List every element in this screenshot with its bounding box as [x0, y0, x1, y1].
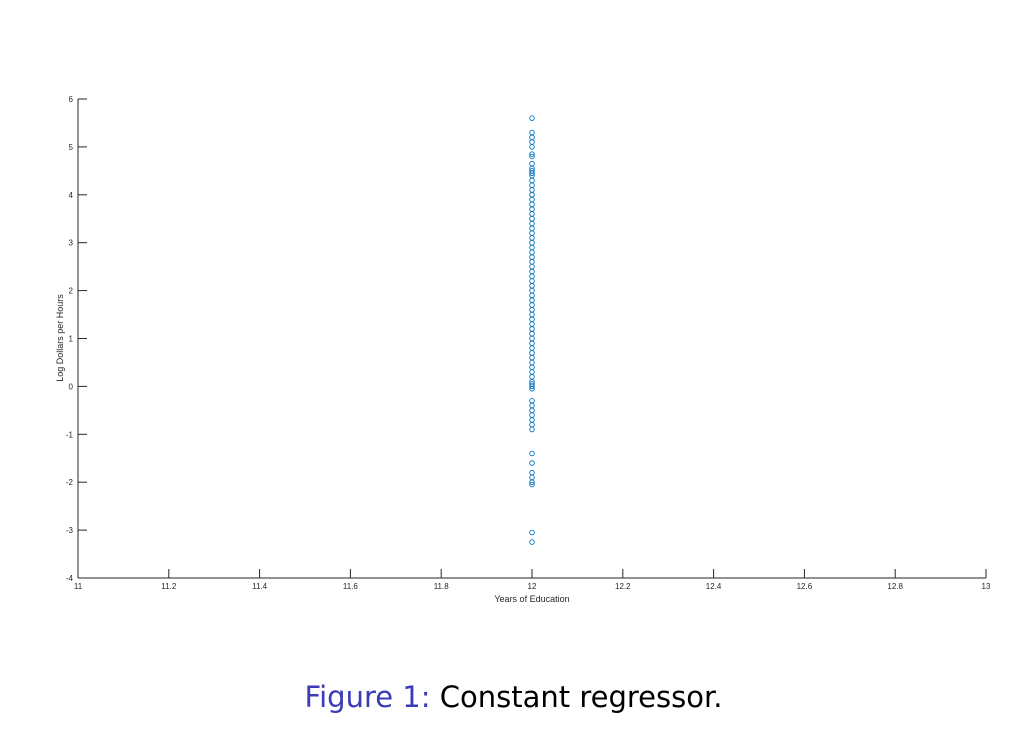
data-point — [529, 153, 535, 160]
data-point — [529, 249, 535, 256]
x-tick-label: 12 — [528, 582, 537, 591]
data-point — [529, 330, 535, 337]
y-axis-ticks: -4 -3 -2 -1 0 1 2 3 4 5 6 — [66, 95, 87, 583]
y-tick-label: 6 — [69, 95, 74, 104]
figure-caption: Figure 1: Constant regressor. — [0, 680, 1027, 714]
data-point — [529, 307, 535, 313]
data-point — [529, 129, 535, 136]
data-point — [529, 402, 535, 409]
x-axis-ticks: 11 11.2 11.4 11.6 11.8 12 12.2 12.4 12.6 12.8 13 — [74, 569, 991, 591]
data-point — [529, 469, 535, 476]
data-point — [529, 144, 535, 150]
data-point — [529, 139, 535, 145]
data-point — [529, 177, 535, 184]
data-point — [529, 383, 535, 390]
data-point — [529, 345, 535, 351]
data-point — [529, 460, 535, 466]
x-tick-label: 11.8 — [434, 582, 450, 591]
y-tick-label: -3 — [66, 526, 74, 535]
x-tick-label: 12.6 — [797, 582, 813, 591]
data-point — [529, 187, 535, 193]
data-point — [529, 335, 535, 342]
y-tick-label: 0 — [69, 382, 74, 391]
x-tick-label: 11.4 — [252, 582, 268, 591]
y-tick-label: 2 — [69, 287, 74, 296]
data-point — [529, 407, 535, 414]
data-point — [529, 225, 535, 232]
data-point — [529, 278, 535, 284]
data-point — [529, 182, 535, 188]
data-point — [529, 287, 535, 294]
data-point — [529, 326, 535, 332]
data-point — [529, 421, 535, 428]
x-tick-label: 12.4 — [706, 582, 722, 591]
x-tick-label: 13 — [982, 582, 991, 591]
data-point — [529, 369, 535, 375]
data-point — [529, 412, 535, 418]
data-point — [529, 206, 535, 212]
data-point — [529, 115, 535, 121]
data-points — [529, 115, 535, 545]
data-point — [529, 170, 535, 176]
data-point — [529, 354, 535, 361]
data-point — [529, 302, 535, 308]
data-point — [529, 254, 535, 260]
x-tick-label: 11 — [74, 582, 83, 591]
data-point — [529, 321, 535, 327]
data-point — [529, 539, 535, 545]
y-axis-label: Log Dollars per Hours — [55, 294, 65, 382]
x-tick-label: 11.6 — [343, 582, 359, 591]
data-point — [529, 196, 535, 203]
data-point — [529, 364, 535, 370]
data-point — [529, 340, 535, 347]
y-tick-label: 4 — [69, 191, 74, 200]
data-point — [529, 244, 535, 251]
data-point — [529, 215, 535, 222]
y-tick-label: 1 — [69, 335, 74, 344]
data-point — [529, 311, 535, 318]
x-tick-label: 11.2 — [161, 582, 177, 591]
data-point — [529, 273, 535, 279]
data-point — [529, 479, 535, 485]
data-point — [529, 192, 535, 198]
data-point — [529, 450, 535, 457]
data-point — [529, 398, 535, 404]
data-point — [529, 235, 535, 241]
data-point — [529, 211, 535, 217]
y-tick-label: -1 — [66, 430, 74, 439]
data-point — [529, 263, 535, 270]
data-point — [529, 151, 535, 157]
data-point — [529, 374, 535, 380]
data-point — [529, 529, 535, 536]
data-point — [529, 386, 535, 392]
data-point — [529, 268, 535, 275]
data-point — [529, 297, 535, 303]
y-tick-label: -4 — [66, 574, 74, 583]
data-point — [529, 283, 535, 289]
data-point — [529, 230, 535, 236]
data-point — [529, 220, 535, 227]
data-point — [529, 316, 535, 323]
y-tick-label: -2 — [66, 478, 74, 487]
x-axis-label: Years of Education — [494, 594, 569, 604]
data-point — [529, 292, 535, 299]
data-point — [529, 350, 535, 356]
y-tick-label: 5 — [69, 143, 74, 152]
x-tick-label: 12.2 — [615, 582, 631, 591]
x-tick-label: 12.8 — [887, 582, 903, 591]
data-point — [529, 239, 535, 246]
data-point — [529, 481, 535, 488]
data-point — [529, 259, 535, 265]
data-point — [529, 134, 535, 141]
figure-caption-text: Constant regressor. — [430, 680, 723, 714]
y-tick-label: 3 — [69, 239, 74, 248]
data-point — [529, 359, 535, 366]
data-point — [529, 426, 535, 433]
data-point — [529, 201, 535, 208]
data-point — [529, 160, 535, 167]
figure-caption-prefix: Figure 1: — [304, 680, 431, 714]
data-point — [529, 474, 535, 481]
data-point — [529, 417, 535, 423]
